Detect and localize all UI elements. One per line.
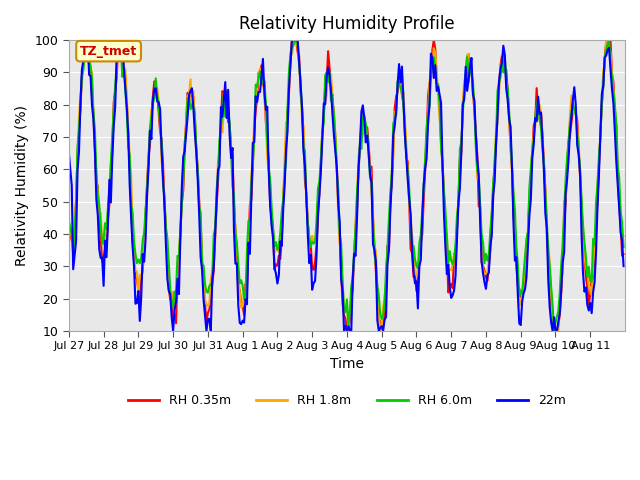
RH 0.35m [463,53,471,59]
Text: TZ_tmet: TZ_tmet [80,45,137,58]
22m [84,37,92,43]
22m [65,150,73,156]
RH 1.8m [101,231,109,237]
RH 6.0m [618,219,626,225]
RH 0.35m [65,225,73,230]
RH 6.0m [84,38,92,44]
Line: 22m: 22m [69,40,623,331]
RH 6.0m [550,328,558,334]
RH 6.0m [291,37,299,43]
RH 1.8m [116,37,124,43]
22m [85,72,93,78]
Legend: RH 0.35m, RH 1.8m, RH 6.0m, 22m: RH 0.35m, RH 1.8m, RH 6.0m, 22m [123,389,571,412]
RH 6.0m [101,220,109,226]
22m [463,88,471,94]
RH 1.8m [463,53,471,59]
Y-axis label: Relativity Humidity (%): Relativity Humidity (%) [15,105,29,266]
RH 6.0m [620,244,627,250]
Line: RH 0.35m: RH 0.35m [69,40,623,331]
RH 0.35m [353,206,361,212]
RH 6.0m [462,70,470,76]
22m [102,254,110,260]
22m [546,304,554,310]
RH 6.0m [65,218,73,224]
Line: RH 1.8m: RH 1.8m [69,40,623,331]
RH 1.8m [378,328,385,334]
22m [353,214,361,220]
RH 6.0m [545,249,552,255]
RH 0.35m [85,62,93,68]
RH 6.0m [352,225,360,231]
RH 1.8m [546,261,554,266]
Line: RH 6.0m: RH 6.0m [69,40,623,331]
22m [620,263,627,269]
RH 0.35m [102,246,110,252]
RH 1.8m [620,233,627,239]
RH 0.35m [344,328,352,334]
RH 1.8m [65,221,73,227]
Title: Relativity Humidity Profile: Relativity Humidity Profile [239,15,455,33]
22m [618,238,626,244]
22m [170,328,177,334]
RH 1.8m [84,48,92,53]
RH 1.8m [618,231,626,237]
RH 0.35m [620,251,627,257]
X-axis label: Time: Time [330,357,364,371]
RH 1.8m [352,218,360,224]
RH 0.35m [83,37,90,43]
RH 0.35m [618,253,626,259]
RH 0.35m [546,281,554,287]
